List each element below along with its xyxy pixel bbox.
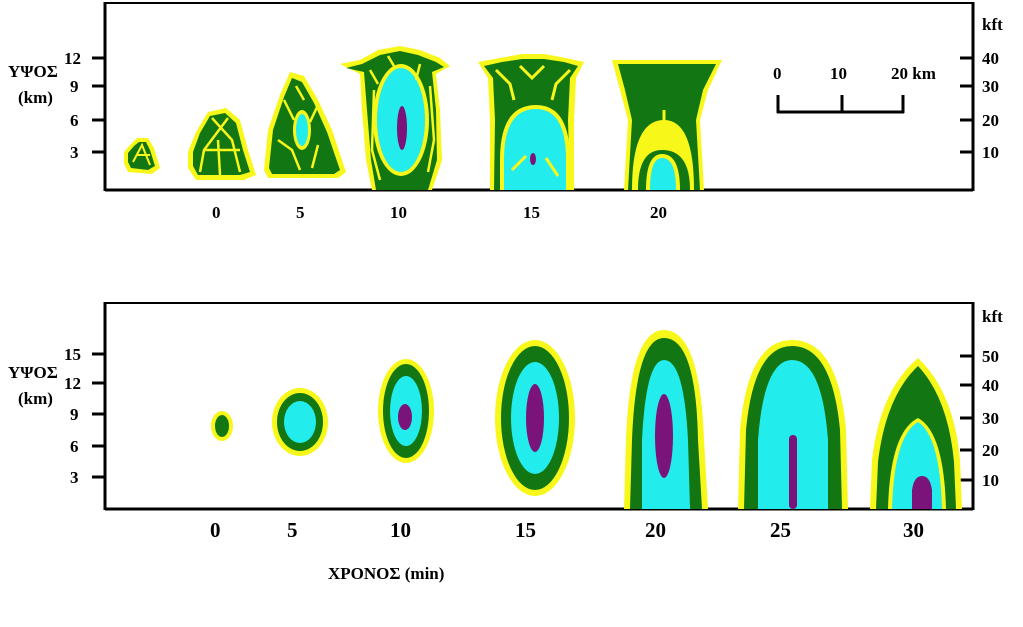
bottom-x-axis-title: ΧΡΟΝΟΣ (min) (328, 564, 444, 583)
top-cell-20 (612, 60, 722, 190)
scale-bar-label-0: 0 (773, 64, 782, 83)
top-cell-5 (264, 72, 346, 178)
bottom-cell-15 (495, 340, 575, 496)
top-y-tick-12: 12 (64, 49, 81, 68)
top-x-tick-20: 20 (650, 203, 667, 222)
bottom-cell-10 (378, 359, 434, 463)
top-panel: ΥΨΟΣ (km) 12 9 6 3 kft 40 30 20 10 0 5 1… (8, 2, 1003, 222)
bottom-x-tick-30: 30 (903, 518, 924, 542)
scale-bar: 0 10 20 km (773, 64, 936, 114)
top-right-unit: kft (982, 15, 1003, 34)
top-x-tick-0: 0 (212, 203, 221, 222)
top-x-tick-10: 10 (390, 203, 407, 222)
bottom-storm-cells (211, 330, 962, 509)
bottom-y-tick-3: 3 (70, 468, 79, 487)
scale-bar-label-20km: 20 km (891, 64, 936, 83)
bottom-cell-30 (870, 358, 962, 509)
bottom-x-tick-0: 0 (210, 518, 221, 542)
top-cell-10 (340, 46, 450, 190)
top-y-axis-title-line1: ΥΨΟΣ (8, 62, 58, 81)
bottom-x-tick-10: 10 (390, 518, 411, 542)
top-right-tick-label-40: 40 (982, 49, 999, 68)
bottom-right-tick-label-50: 50 (982, 347, 999, 366)
bottom-cell-25 (738, 340, 848, 509)
bottom-panel: ΥΨΟΣ (km) 15 12 9 6 3 kft 50 40 30 20 10… (8, 302, 1003, 583)
top-cell-0 (188, 108, 256, 180)
bottom-cell-0 (211, 411, 233, 441)
bottom-y-axis-title-line2: (km) (18, 389, 53, 408)
top-x-tick-5: 5 (296, 203, 305, 222)
bottom-x-tick-5: 5 (287, 518, 298, 542)
top-y-axis-title-line2: (km) (18, 88, 53, 107)
top-y-tick-3: 3 (70, 143, 79, 162)
top-storm-cells (124, 46, 722, 190)
bottom-x-tick-15: 15 (515, 518, 536, 542)
bottom-y-tick-6: 6 (70, 437, 79, 456)
bottom-y-tick-12: 12 (64, 374, 81, 393)
bottom-right-tick-label-20: 20 (982, 441, 999, 460)
top-right-tick-label-20: 20 (982, 111, 999, 130)
top-y-tick-6: 6 (70, 111, 79, 130)
bottom-y-axis-title-line1: ΥΨΟΣ (8, 363, 58, 382)
top-right-tick-label-10: 10 (982, 143, 999, 162)
bottom-y-tick-9: 9 (70, 405, 79, 424)
top-y-tick-9: 9 (70, 77, 79, 96)
top-cell-early (124, 138, 160, 174)
top-right-tick-label-30: 30 (982, 77, 999, 96)
bottom-y-tick-15: 15 (64, 345, 81, 364)
scale-bar-label-10: 10 (830, 64, 847, 83)
top-x-tick-15: 15 (523, 203, 540, 222)
bottom-x-tick-25: 25 (770, 518, 791, 542)
bottom-x-tick-20: 20 (645, 518, 666, 542)
bottom-cell-20 (624, 330, 708, 509)
bottom-right-tick-label-30: 30 (982, 409, 999, 428)
bottom-right-unit: kft (982, 307, 1003, 326)
bottom-right-tick-label-40: 40 (982, 376, 999, 395)
top-cell-15 (478, 54, 584, 190)
bottom-right-tick-label-10: 10 (982, 471, 999, 490)
bottom-cell-5 (272, 388, 328, 456)
